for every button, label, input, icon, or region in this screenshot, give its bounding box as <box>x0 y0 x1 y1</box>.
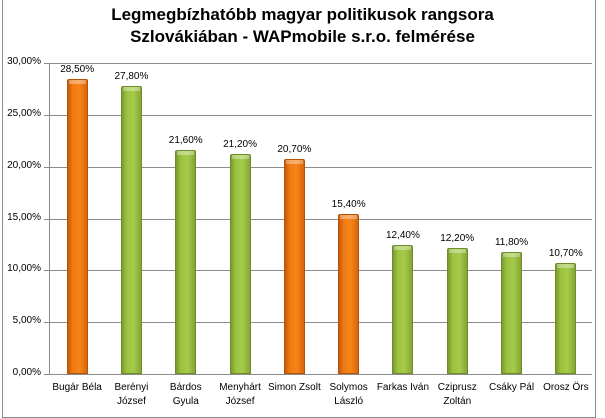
bar <box>283 159 305 374</box>
data-label: 27,80% <box>114 70 149 82</box>
data-label: 28,50% <box>60 63 95 75</box>
x-tick-label: Solymos László <box>329 382 368 407</box>
chart-title-line-2: Szlovákiában - WAPmobile s.r.o. felmérés… <box>130 27 475 46</box>
data-label: 10,70% <box>548 248 583 260</box>
y-tick-label: 10,00% <box>7 263 41 275</box>
bar <box>392 245 414 374</box>
y-tick-label: 20,00% <box>7 159 41 171</box>
bar <box>338 214 360 374</box>
gridline <box>44 166 592 168</box>
x-tick-label: Bugár Béla <box>52 382 102 393</box>
data-label: 21,20% <box>223 139 257 151</box>
x-tick-label: Cziprusz Zoltán <box>437 382 477 407</box>
bar <box>446 247 468 374</box>
bar <box>66 78 88 374</box>
bar <box>120 85 142 374</box>
bar <box>229 154 251 374</box>
gridline <box>44 270 592 272</box>
gridline <box>44 218 592 220</box>
data-label: 12,20% <box>440 232 475 244</box>
x-tick-label: Simon Zsolt <box>267 382 321 393</box>
gridline <box>44 63 592 64</box>
chart-title: Legmegbízhatóbb magyar politikusok rangs… <box>0 4 605 48</box>
y-tick-label: 25,00% <box>7 107 41 119</box>
gridline <box>44 374 592 375</box>
x-tick-label: Csáky Pál <box>489 382 535 393</box>
y-tick-label: 15,00% <box>7 211 41 223</box>
data-label: 21,60% <box>168 135 203 147</box>
gridline <box>44 322 592 324</box>
bar <box>501 251 523 374</box>
plot-area: 0,00% 5,00% 10,00% 15,00% 20,00% 25,00% 30,00%… <box>7 56 592 378</box>
y-tick-label: 0,00% <box>12 367 41 378</box>
x-tick-label: Berényi József <box>114 382 149 407</box>
bar <box>555 263 577 374</box>
data-label: 11,80% <box>494 236 529 248</box>
chart-title-line-1: Legmegbízhatóbb magyar politikusok rangs… <box>111 5 494 24</box>
x-tick-label: Bárdos Gyula <box>169 382 202 407</box>
x-tick-label: Farkas Iván <box>376 382 430 393</box>
bar <box>175 150 197 374</box>
x-tick-label: Menyhárt József <box>219 382 261 407</box>
data-label: 12,40% <box>385 230 420 242</box>
x-tick-label: Orosz Örs <box>543 382 589 393</box>
y-tick-label: 30,00% <box>7 56 41 67</box>
data-label: 20,70% <box>277 144 312 156</box>
y-tick-label: 5,00% <box>12 315 41 327</box>
gridline <box>44 114 592 116</box>
data-label: 15,40% <box>331 199 366 211</box>
